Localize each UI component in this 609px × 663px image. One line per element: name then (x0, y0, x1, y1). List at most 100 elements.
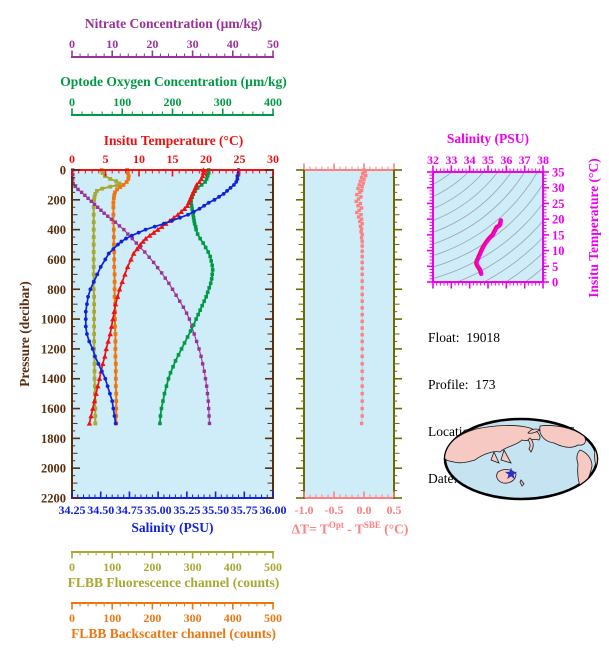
svg-text:35.50: 35.50 (202, 503, 229, 517)
svg-text:30: 30 (187, 37, 199, 51)
dt-label-part: - T (343, 521, 364, 537)
svg-text:40: 40 (227, 37, 239, 51)
backscatter-axis-title: FLBB Backscatter channel (counts) (71, 626, 276, 641)
svg-text:34.75: 34.75 (116, 503, 143, 517)
svg-text:1400: 1400 (41, 372, 66, 386)
map-eurasia (445, 425, 541, 464)
svg-text:200: 200 (143, 560, 161, 574)
svg-text:1200: 1200 (41, 342, 66, 356)
svg-text:20: 20 (552, 213, 565, 227)
map-north-america (539, 425, 586, 448)
delta-t-panel: -1.0 -0.5 0.0 0.5 (295, 163, 402, 517)
svg-text:20: 20 (200, 152, 212, 166)
svg-text:34: 34 (464, 153, 476, 167)
svg-text:50: 50 (267, 37, 279, 51)
svg-text:25: 25 (552, 197, 565, 211)
svg-text:34.25: 34.25 (59, 503, 86, 517)
oxygen-ruler: 0 100 200 300 400 (69, 95, 282, 116)
svg-text:15: 15 (167, 152, 179, 166)
world-map (443, 417, 599, 501)
svg-text:100: 100 (113, 95, 131, 109)
svg-text:100: 100 (103, 560, 121, 574)
fluorescence-ruler: 0 100 200 300 400 500 (69, 551, 282, 574)
t-s-curve-overlay (474, 220, 501, 274)
svg-text:20: 20 (146, 37, 158, 51)
map-indonesia (500, 448, 512, 464)
svg-text:0: 0 (69, 560, 75, 574)
float-id-line: Float: 19018 (428, 330, 501, 346)
ts-temperature-axis-title: Insitu Temperature (°C) (586, 158, 601, 298)
temperature-axis-title: Insitu Temperature (°C) (103, 133, 244, 148)
svg-text:35.25: 35.25 (173, 503, 200, 517)
map-alaska (527, 428, 541, 434)
dt-label-part: (°C) (380, 521, 409, 537)
svg-text:33: 33 (445, 153, 457, 167)
svg-text:25: 25 (234, 152, 246, 166)
pressure-axis-title: Pressure (decibar) (17, 281, 32, 387)
svg-text:35.00: 35.00 (145, 503, 172, 517)
svg-text:0: 0 (69, 37, 75, 51)
svg-text:500: 500 (264, 611, 282, 625)
svg-text:500: 500 (264, 560, 282, 574)
svg-text:1800: 1800 (41, 432, 66, 446)
svg-text:0.0: 0.0 (357, 503, 372, 517)
svg-text:10: 10 (106, 37, 118, 51)
svg-text:1000: 1000 (41, 313, 66, 327)
svg-text:2200: 2200 (41, 492, 66, 506)
svg-text:2000: 2000 (41, 462, 66, 476)
svg-text:1600: 1600 (41, 402, 66, 416)
dt-label-sup-sbe: SBE (363, 520, 381, 530)
backscatter-ruler: 0 100 200 300 400 500 (69, 602, 282, 625)
svg-text:10: 10 (133, 152, 145, 166)
svg-text:32: 32 (427, 153, 439, 167)
map-new-zealand (519, 479, 525, 487)
svg-text:37: 37 (519, 153, 531, 167)
svg-text:200: 200 (164, 95, 182, 109)
map-japan (527, 437, 534, 453)
svg-text:200: 200 (47, 193, 66, 207)
svg-text:30: 30 (267, 152, 279, 166)
delta-t-axis-title: ΔT= TOpt - TSBE (°C) (270, 520, 430, 538)
fluorescence-axis-title: FLBB Fluorescence channel (counts) (67, 575, 280, 590)
svg-text:-0.5: -0.5 (325, 503, 344, 517)
float-location-star (504, 467, 518, 480)
svg-text:300: 300 (214, 95, 232, 109)
svg-text:34.50: 34.50 (87, 503, 114, 517)
svg-text:400: 400 (47, 223, 66, 237)
svg-text:10: 10 (552, 244, 565, 258)
svg-text:0: 0 (69, 152, 75, 166)
svg-text:800: 800 (47, 283, 66, 297)
svg-text:0.5: 0.5 (387, 503, 402, 517)
svg-text:400: 400 (224, 560, 242, 574)
profile-number-line: Profile: 173 (428, 376, 496, 392)
svg-text:0: 0 (69, 611, 75, 625)
dt-label-sup-opt: Opt (328, 520, 344, 530)
dt-label-part: ΔT= T (291, 521, 329, 537)
svg-text:35: 35 (482, 153, 494, 167)
svg-text:0: 0 (552, 276, 558, 290)
svg-text:400: 400 (224, 611, 242, 625)
svg-text:400: 400 (264, 95, 282, 109)
svg-text:600: 600 (47, 253, 66, 267)
svg-text:300: 300 (184, 560, 202, 574)
svg-text:300: 300 (184, 611, 202, 625)
oxygen-axis-title: Optode Oxygen Concentration (µm/kg) (60, 74, 287, 89)
svg-text:0: 0 (60, 164, 66, 178)
main-profile-panel: 0 5 10 15 20 25 30 34.25 34.50 34.75 35.00 35.25 35.… (41, 152, 287, 517)
svg-text:38: 38 (537, 153, 549, 167)
svg-text:5: 5 (103, 152, 109, 166)
svg-text:0: 0 (69, 95, 75, 109)
svg-text:200: 200 (143, 611, 161, 625)
nitrate-ruler: 0 10 20 30 40 50 (69, 37, 279, 58)
svg-text:30: 30 (552, 181, 565, 195)
svg-text:36.00: 36.00 (260, 503, 287, 517)
salinity-axis-title: Salinity (PSU) (131, 520, 214, 535)
svg-text:15: 15 (552, 228, 565, 242)
map-india-seasia (490, 450, 500, 464)
nitrate-axis-title: Nitrate Concentration (µm/kg) (84, 16, 263, 31)
svg-text:100: 100 (103, 611, 121, 625)
